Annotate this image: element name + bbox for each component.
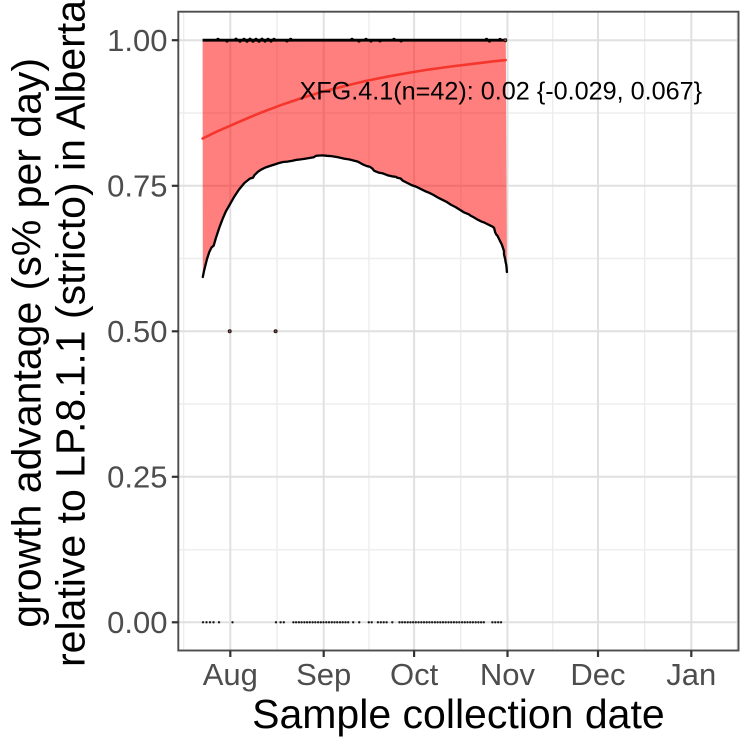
svg-text:Sep: Sep [296,657,351,692]
svg-text:Aug: Aug [203,657,258,692]
svg-text:growth advantage (s% per day): growth advantage (s% per day) [4,58,50,628]
svg-text:0.75: 0.75 [107,169,167,204]
svg-text:Nov: Nov [480,657,536,692]
svg-text:0.00: 0.00 [107,605,167,640]
svg-text:Sample collection date: Sample collection date [252,691,665,737]
svg-text:Jan: Jan [666,657,716,692]
svg-text:1.00: 1.00 [107,23,167,58]
svg-text:0.50: 0.50 [107,314,167,349]
svg-text:XFG.4.1(n=42): 0.02 {-0.029, 0: XFG.4.1(n=42): 0.02 {-0.029, 0.067} [300,78,703,106]
svg-text:0.25: 0.25 [107,460,167,495]
svg-text:Dec: Dec [570,657,625,692]
svg-text:Oct: Oct [390,657,439,692]
svg-text:relative to LP.8.1.1 (stricto): relative to LP.8.1.1 (stricto) in Albert… [48,0,94,667]
